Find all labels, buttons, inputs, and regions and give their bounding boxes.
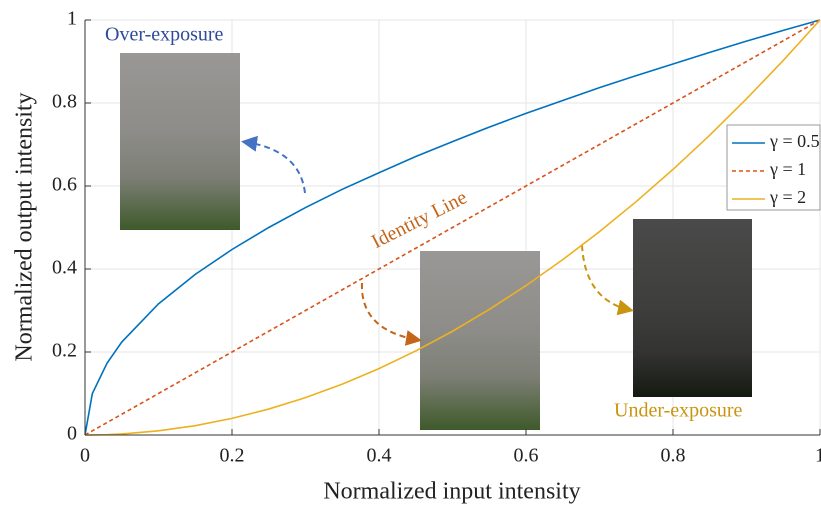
photo-identity — [420, 251, 540, 430]
x-tick-label: 0.8 — [661, 445, 686, 467]
arrow — [360, 282, 422, 346]
lines — [84, 19, 821, 436]
x-tick-label: 0.4 — [367, 445, 392, 467]
y-axis-label: Normalized output intensity — [12, 92, 38, 361]
legend-label: γ = 0.5 — [769, 131, 820, 151]
x-tick-label: 0.2 — [220, 445, 245, 467]
y-tick-label: 0.6 — [52, 174, 77, 196]
legend: γ = 0.5 γ = 1 γ = 2 — [726, 124, 821, 211]
arrow — [241, 135, 306, 194]
y-tick-label: 0.2 — [52, 340, 77, 362]
series-line — [84, 19, 821, 436]
photo-over — [120, 53, 240, 230]
annotation: Identity Line — [368, 186, 471, 253]
y-tick-label: 0.4 — [52, 257, 77, 279]
x-tick-label: 0.6 — [514, 445, 539, 467]
arrow — [581, 244, 634, 316]
legend-label: γ = 1 — [769, 159, 806, 179]
x-tick-label: 0 — [80, 445, 90, 467]
photo-under — [633, 219, 752, 397]
y-tick-label: 0.8 — [52, 91, 77, 113]
series-line — [84, 19, 821, 436]
legend-box — [726, 124, 821, 211]
annotation: Over-exposure — [105, 24, 224, 46]
y-tick-label: 0 — [67, 423, 77, 445]
y-tick-label: 1 — [67, 8, 77, 30]
series-line — [84, 19, 821, 436]
annotation: Under-exposure — [614, 400, 743, 422]
x-axis-label: Normalized input intensity — [323, 479, 580, 505]
x-tick-label: 1 — [815, 445, 821, 467]
legend-label: γ = 2 — [769, 187, 806, 207]
